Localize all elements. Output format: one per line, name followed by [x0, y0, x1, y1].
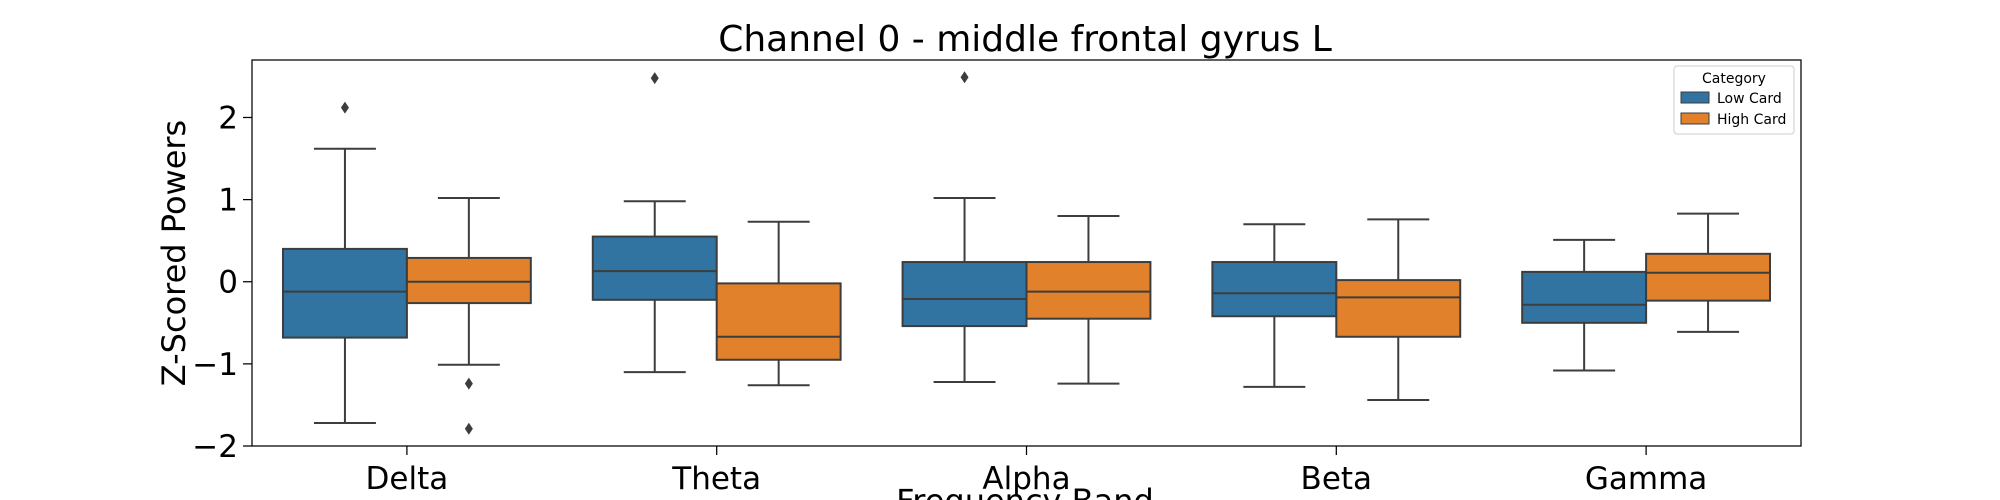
legend-swatch	[1680, 112, 1710, 125]
legend-title: Category	[1702, 71, 1766, 87]
box	[901, 261, 1028, 328]
box	[1335, 279, 1462, 338]
outlier-point	[464, 377, 473, 390]
y-tick-label: −2	[192, 429, 238, 465]
box	[281, 247, 408, 339]
box	[1521, 270, 1648, 324]
legend-label: Low Card	[1717, 91, 1782, 107]
plot-frame	[251, 59, 1802, 447]
outlier-point	[960, 71, 969, 84]
x-tick-label: Beta	[1301, 461, 1373, 497]
y-tick-label: 1	[218, 183, 238, 219]
x-tick-label: Theta	[671, 461, 761, 497]
legend-swatch	[1680, 91, 1710, 104]
box	[405, 256, 532, 305]
x-tick-label: Alpha	[982, 461, 1070, 497]
box	[591, 235, 718, 301]
legend-label: High Card	[1717, 112, 1786, 128]
y-axis-label: Z-Scored Powers	[155, 120, 193, 386]
x-axis-label: Frequency Band	[896, 482, 1154, 500]
box	[1645, 252, 1772, 302]
x-tick-label: Gamma	[1585, 461, 1707, 497]
x-tick-label: Delta	[366, 461, 449, 497]
outlier-point	[464, 422, 473, 435]
y-tick-label: 0	[218, 265, 238, 301]
axis-ticks: −2 −1 0 1 2 Delta Theta Alpha Beta Gamma	[192, 100, 1707, 497]
box	[1211, 261, 1338, 318]
outlier-point	[340, 101, 349, 114]
plot-area	[281, 71, 1772, 435]
box	[715, 282, 842, 361]
chart-title: Channel 0 - middle frontal gyrus L	[718, 19, 1332, 60]
legend: Category Low Card High Card	[1673, 65, 1795, 135]
outlier-point	[650, 72, 659, 85]
y-tick-label: −1	[192, 347, 238, 383]
y-tick-label: 2	[218, 100, 238, 136]
box	[1025, 261, 1152, 320]
